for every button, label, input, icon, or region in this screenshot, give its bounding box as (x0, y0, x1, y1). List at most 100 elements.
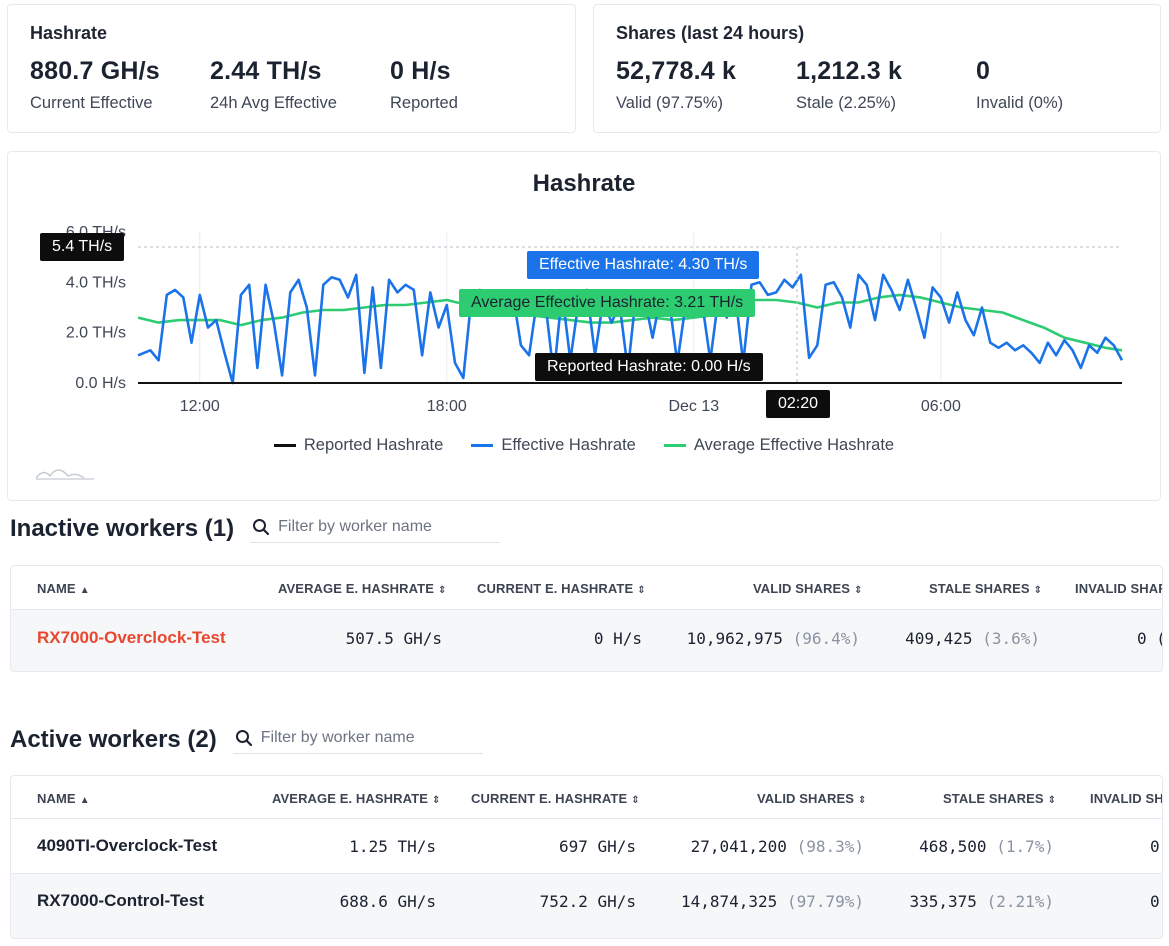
cell-average-hashrate: 1.25 TH/s (349, 837, 436, 856)
cell-invalid-shares: 0 ( (1137, 629, 1162, 648)
legend-item-average-effective[interactable]: Average Effective Hashrate (663, 436, 894, 455)
sort-icon: ⇕ (858, 795, 867, 806)
column-header-label: STALE SHARES (929, 581, 1030, 596)
stat-value: 1,212.3 k (796, 57, 903, 85)
stat-valid-shares: 52,778.4 k Valid (97.75%) (616, 57, 736, 113)
valid-shares-percent: (98.3%) (796, 837, 864, 856)
column-header-name[interactable]: NAME ▲ (37, 791, 90, 806)
inactive-filter-input[interactable] (278, 518, 499, 536)
chart-title: Hashrate (532, 170, 636, 197)
column-header-average-hashrate[interactable]: AVERAGE E. HASHRATE ⇕ (278, 581, 446, 596)
active-filter-input[interactable] (260, 729, 481, 747)
shares-card-title: Shares (last 24 hours) (616, 23, 805, 43)
column-header-label: CURRENT E. HASHRATE (477, 581, 634, 596)
inactive-workers-title: Inactive workers (1) (10, 514, 235, 542)
stat-label: 24h Avg Effective (210, 94, 337, 112)
hashrate-stats-card: Hashrate 880.7 GH/s Current Effective 2.… (7, 4, 576, 133)
sort-icon: ⇕ (1033, 585, 1043, 596)
cell-stale-shares: 409,425 (3.6%) (905, 629, 1040, 648)
cell-average-hashrate: 688.6 GH/s (339, 892, 436, 911)
x-tick-label: 06:00 (921, 398, 961, 415)
column-header-label: VALID SHARES (753, 581, 851, 596)
cell-valid-shares: 27,041,200 (98.3%) (691, 837, 864, 856)
column-header-stale-shares[interactable]: STALE SHARES ⇕ (929, 581, 1042, 596)
table-row[interactable]: 4090TI-Overclock-Test 1.25 TH/s 697 GH/s… (11, 818, 1162, 873)
table-row[interactable]: RX7000-Control-Test 688.6 GH/s 752.2 GH/… (11, 873, 1162, 938)
inactive-filter (250, 514, 501, 543)
cell-current-hashrate: 752.2 GH/s (539, 892, 636, 911)
column-header-average-hashrate[interactable]: AVERAGE E. HASHRATE ⇕ (272, 791, 440, 806)
worker-name-link[interactable]: RX7000-Overclock-Test (37, 628, 226, 647)
stat-label: Stale (2.25%) (796, 94, 896, 112)
column-header-label: INVALID SH (1090, 791, 1163, 806)
column-header-label: NAME (37, 791, 76, 806)
series-line (137, 273, 1124, 385)
stat-invalid-shares: 0 Invalid (0%) (976, 57, 1063, 113)
legend-item-effective[interactable]: Effective Hashrate (471, 436, 636, 455)
stale-shares-value: 335,375 (909, 892, 977, 911)
y-tick-label: 0.0 H/s (75, 375, 126, 392)
tooltip-average-effective-hashrate: Average Effective Hashrate: 3.21 TH/s (459, 289, 756, 317)
column-header-stale-shares[interactable]: STALE SHARES ⇕ (943, 791, 1056, 806)
stat-24h-avg-effective: 2.44 TH/s 24h Avg Effective (210, 57, 337, 113)
chart-legend: Reported Hashrate Effective Hashrate Ave… (8, 436, 1160, 455)
valid-shares-value: 10,962,975 (686, 629, 783, 648)
stat-value: 0 (976, 57, 991, 85)
stat-value: 880.7 GH/s (30, 57, 160, 85)
stat-value: 0 H/s (390, 57, 451, 85)
inactive-workers-header: Inactive workers (1) (10, 514, 501, 543)
stale-shares-percent: (2.21%) (986, 892, 1054, 911)
sort-icon: ⇕ (432, 795, 441, 806)
y-tick-label: 2.0 TH/s (66, 325, 126, 342)
chart-zoom-icon[interactable] (36, 462, 96, 482)
cell-valid-shares: 10,962,975 (96.4%) (687, 629, 860, 648)
hashrate-card-title: Hashrate (30, 23, 108, 43)
x-tick-label: 18:00 (427, 398, 467, 415)
sort-asc-icon: ▲ (79, 795, 90, 806)
column-header-label: AVERAGE E. HASHRATE (272, 791, 428, 806)
tooltip-effective-hashrate: Effective Hashrate: 4.30 TH/s (527, 251, 760, 279)
stale-shares-percent: (3.6%) (982, 629, 1040, 648)
table-row[interactable]: RX7000-Overclock-Test 507.5 GH/s 0 H/s 1… (11, 609, 1162, 671)
legend-item-reported[interactable]: Reported Hashrate (273, 436, 443, 455)
valid-shares-percent: (97.79%) (786, 892, 864, 911)
column-header-current-hashrate[interactable]: CURRENT E. HASHRATE ⇕ (471, 791, 640, 806)
valid-shares-value: 27,041,200 (690, 837, 787, 856)
sort-asc-icon: ▲ (79, 585, 90, 596)
cell-current-hashrate: 697 GH/s (558, 837, 636, 856)
column-header-valid-shares[interactable]: VALID SHARES ⇕ (757, 791, 867, 806)
column-header-valid-shares[interactable]: VALID SHARES ⇕ (753, 581, 863, 596)
column-header-invalid-shares[interactable]: INVALID SH (1090, 791, 1163, 806)
worker-name-link[interactable]: 4090TI-Overclock-Test (37, 836, 218, 855)
column-header-invalid-shares[interactable]: INVALID SHAR (1075, 581, 1163, 596)
y-tick-label: 4.0 TH/s (66, 274, 126, 291)
stat-current-effective: 880.7 GH/s Current Effective (30, 57, 160, 113)
x-tick-label: 12:00 (180, 398, 220, 415)
search-icon (235, 730, 252, 747)
sort-icon: ⇕ (854, 585, 863, 596)
active-filter (232, 725, 483, 754)
stat-label: Valid (97.75%) (616, 94, 724, 112)
stale-shares-percent: (1.7%) (996, 837, 1054, 856)
cell-current-hashrate: 0 H/s (593, 629, 642, 648)
column-header-label: VALID SHARES (757, 791, 855, 806)
cell-average-hashrate: 507.5 GH/s (345, 629, 442, 648)
legend-swatch (663, 444, 686, 447)
search-icon (253, 519, 270, 536)
shares-stats-card: Shares (last 24 hours) 52,778.4 k Valid … (593, 4, 1161, 133)
stat-reported: 0 H/s Reported (390, 57, 458, 113)
stat-label: Reported (390, 94, 458, 112)
active-workers-header: Active workers (2) (10, 725, 483, 754)
hashrate-chart-card: Hashrate 0.0 H/s2.0 TH/s4.0 TH/s6.0 TH/s… (7, 151, 1161, 501)
column-header-label: INVALID SHAR (1075, 581, 1163, 596)
column-header-current-hashrate[interactable]: CURRENT E. HASHRATE ⇕ (477, 581, 646, 596)
stale-shares-value: 468,500 (919, 837, 987, 856)
stale-shares-value: 409,425 (905, 629, 973, 648)
worker-name-link[interactable]: RX7000-Control-Test (37, 891, 204, 910)
legend-label: Effective Hashrate (501, 436, 636, 454)
cell-invalid-shares: 0 (1150, 892, 1160, 911)
sort-icon: ⇕ (631, 795, 640, 806)
active-workers-title: Active workers (2) (10, 725, 217, 753)
column-header-name[interactable]: NAME ▲ (37, 581, 90, 596)
stat-value: 2.44 TH/s (210, 57, 322, 85)
